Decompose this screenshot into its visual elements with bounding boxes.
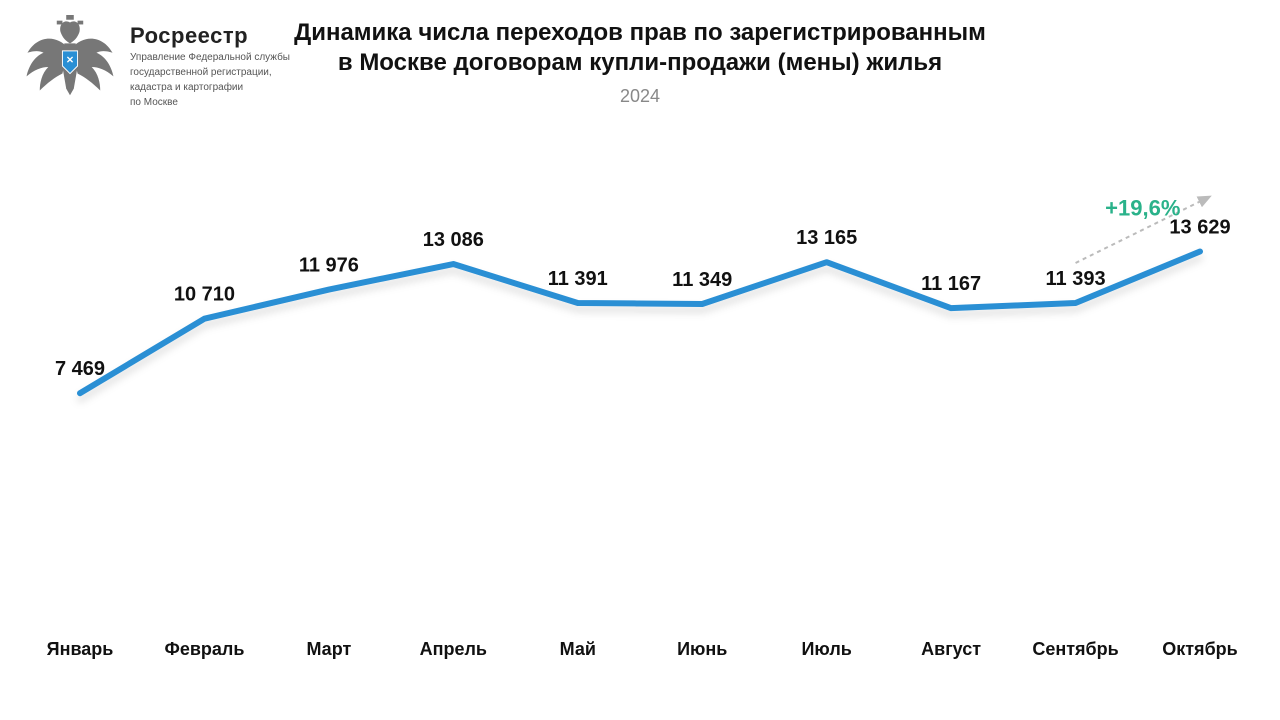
value-label: 11 976 xyxy=(299,255,359,277)
month-label: Июнь xyxy=(677,639,727,659)
month-label: Февраль xyxy=(164,639,244,659)
chart-title: Динамика числа переходов прав по зарегис… xyxy=(0,18,1280,78)
value-label: 11 393 xyxy=(1046,268,1106,290)
chart-subtitle: 2024 xyxy=(0,86,1280,107)
value-label: 7 469 xyxy=(55,358,105,380)
month-label: Август xyxy=(921,639,981,659)
month-label: Июль xyxy=(801,639,851,659)
value-label: 13 086 xyxy=(423,229,484,251)
month-label: Октябрь xyxy=(1162,639,1238,659)
annotation-text: +19,6% xyxy=(1105,196,1180,221)
value-label: 11 391 xyxy=(548,268,608,290)
line-chart: 7 469 10 710 11 976 13 086 11 391 11 349 13 16… xyxy=(40,150,1240,690)
value-label: 11 167 xyxy=(921,273,981,295)
month-label: Январь xyxy=(47,639,114,659)
month-label: Апрель xyxy=(420,639,487,659)
value-label: 10 710 xyxy=(174,284,235,306)
month-label: Май xyxy=(560,639,596,659)
month-label: Сентябрь xyxy=(1032,639,1118,659)
value-label: 13 165 xyxy=(796,227,857,249)
value-label: 11 349 xyxy=(672,269,732,291)
month-label: Март xyxy=(306,639,351,659)
trend-line xyxy=(80,252,1200,394)
title-line-1: Динамика числа переходов прав по зарегис… xyxy=(294,19,986,46)
title-line-2: в Москве договорам купли-продажи (мены) … xyxy=(338,49,942,76)
chart-svg: 7 469 10 710 11 976 13 086 11 391 11 349 13 16… xyxy=(40,150,1240,690)
title-block: Динамика числа переходов прав по зарегис… xyxy=(0,18,1280,107)
